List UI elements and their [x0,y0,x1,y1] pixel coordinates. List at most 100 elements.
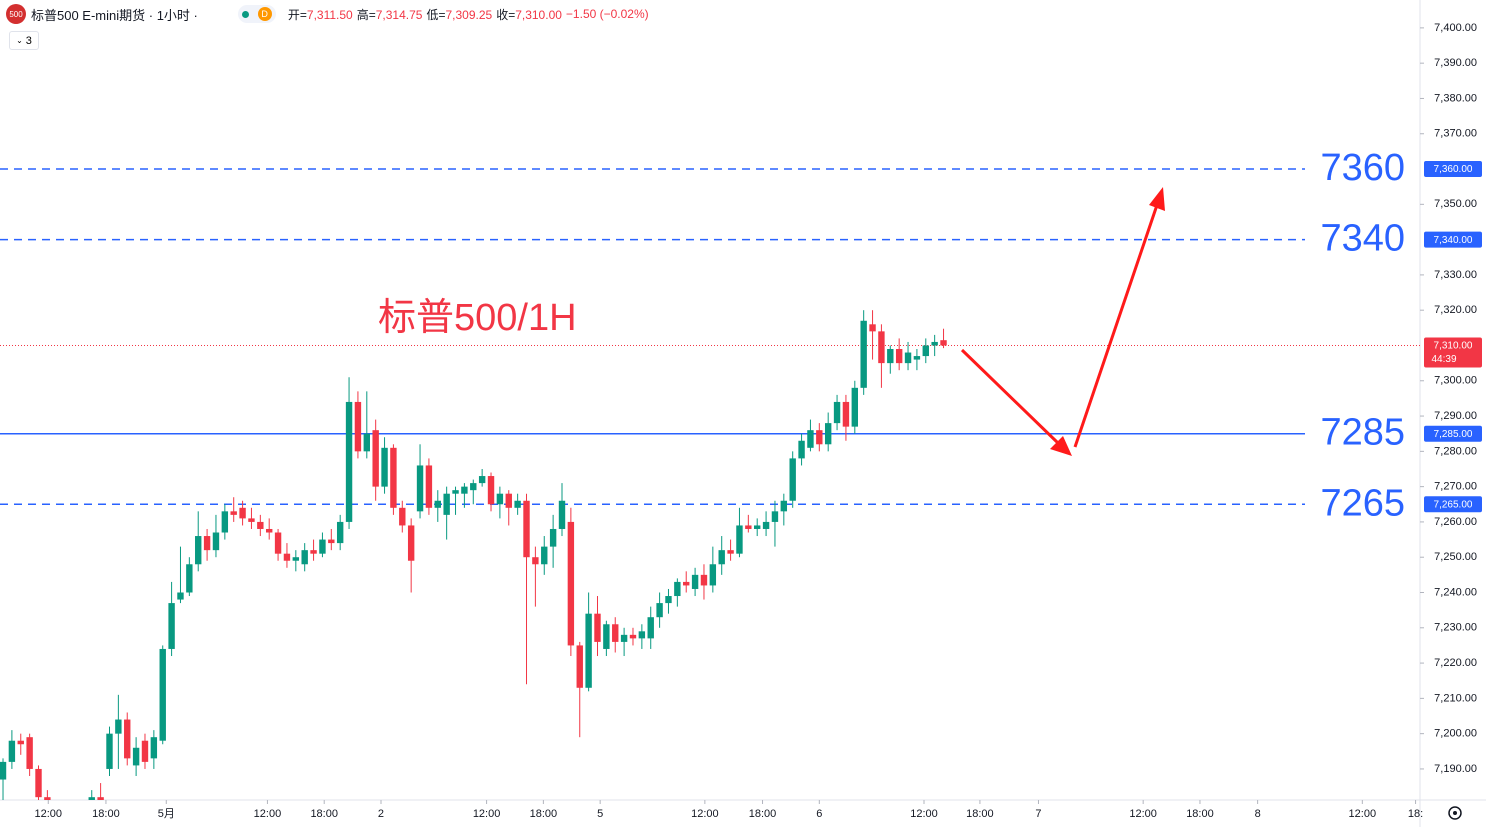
candle-body [638,631,646,639]
candle-body [895,349,903,364]
candle-body [390,447,397,508]
candle-body [904,352,912,364]
candle-body [842,401,850,427]
candle-body [80,811,86,827]
y-tick-label: 7,290.00 [1434,410,1477,422]
chart-title: 标普500/1H [378,297,577,339]
candle-body [549,528,557,547]
x-tick-label: 18:00 [749,808,777,820]
candle-body [461,486,468,494]
candle-body [159,648,166,741]
candle-body [567,521,575,646]
candle-body [8,740,16,762]
level-badge-label: 7,340.00 [1434,235,1473,246]
x-tick-label: 18: [1408,808,1423,820]
symbol-name[interactable]: 标普500 E-mini期货 · 1小时 · [31,7,198,23]
x-tick-label: 18:00 [92,808,120,820]
candle-body [851,387,859,427]
candle-body [257,521,264,529]
candle-body [745,525,752,529]
level-badge [1424,161,1482,178]
candle-body [115,719,122,734]
y-tick-label: 7,250.00 [1434,551,1477,563]
candle-body [523,500,530,558]
candle-body [150,737,158,759]
ohlc: 开=7,311.50 高=7,314.75 低=7,309.25 收=7,310.00 [288,6,562,23]
x-tick-label: 5月 [158,808,175,820]
x-tick-label: 6 [816,808,822,820]
candle-body [824,423,832,445]
header: 500 标普500 E-mini期货 · 1小时 · D 开=7,311.50 高… [0,0,649,28]
candle-body [328,539,335,544]
candle-body [221,511,229,533]
settings-icon[interactable] [1448,806,1462,820]
candle-body [17,740,24,745]
candle-body [754,525,761,529]
candle-body [319,539,326,554]
candle-body [656,603,663,618]
change: −1.50 (−0.02%) [565,7,649,21]
candle-body [124,719,131,759]
candle-body [833,401,841,424]
last-price-label: 7,310.00 [1434,341,1473,352]
ohlc-item: 开=7,311.50 [288,6,353,23]
y-tick-label: 7,270.00 [1434,481,1477,493]
ohlc-value: 7,311.50 [306,7,353,22]
candle-body [612,624,619,642]
indicator-toggle[interactable]: ⌄ 3 [9,31,39,50]
level-badge-label: 7,265.00 [1434,499,1473,510]
candle-body [301,550,308,565]
ohlc-value: 7,314.75 [375,7,423,22]
x-tick-label: 12:00 [254,808,282,820]
candle-body [443,493,450,515]
candle-body [106,733,113,769]
candle-body [283,553,291,561]
y-tick-label: 7,370.00 [1434,128,1477,140]
y-tick-label: 7,380.00 [1434,92,1477,104]
candle-body [887,349,894,364]
candle-body [807,430,814,448]
level-badge [1424,231,1482,248]
y-tick-label: 7,280.00 [1434,445,1477,457]
ohlc-key: 开= [287,7,307,22]
candle-body [381,447,388,487]
candle-body [416,465,424,512]
candle-body [505,493,512,508]
status: D [237,5,276,23]
ohlc-item: 收=7,310.00 [496,6,562,23]
candle-body [931,341,938,346]
candle-body [336,521,344,544]
level-annotation: 7285 [1320,412,1405,454]
market-dot [242,10,250,18]
level-badge-label: 7,285.00 [1434,429,1473,440]
candle-body [691,574,699,589]
candle-body [363,433,371,452]
candle-body [532,557,539,565]
candle-body [869,324,876,332]
candle-body [407,525,415,561]
candle-body [780,500,788,512]
x-tick-label: 18:00 [530,808,558,820]
candle-body [913,356,921,360]
x-tick-label: 12:00 [35,808,63,820]
candle-body [470,483,477,491]
candle-body [620,634,628,642]
y-tick-label: 7,220.00 [1434,657,1477,669]
delay-badge: D [257,7,272,21]
candle-body [496,493,504,505]
candle-body [434,500,441,508]
candle-body [177,592,184,600]
candle-body [558,500,566,529]
candle-body [576,645,583,688]
candle-body [186,564,193,593]
level-annotation: 7360 [1320,147,1405,189]
candle-body [603,624,610,649]
candle-body [399,507,406,526]
candle-body [789,458,796,501]
candle-body [665,596,672,604]
candle-body [700,574,708,586]
candle-body [141,740,149,762]
candle-body [798,440,805,459]
